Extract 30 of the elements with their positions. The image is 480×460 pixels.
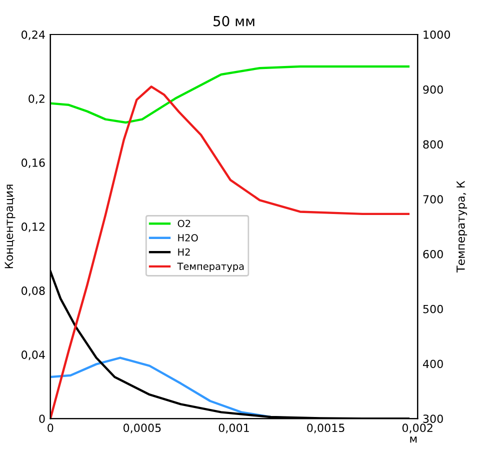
line-series: [50, 86, 410, 419]
y-tick-label: 0,16: [22, 158, 45, 168]
legend-label: H2O: [178, 234, 198, 242]
y-axis-title: Концентрация: [4, 184, 16, 268]
x-tick-label: 0,0005: [123, 424, 161, 434]
x-tick-label: 0,002: [402, 424, 432, 434]
x-tick-label: 0,0015: [307, 424, 344, 434]
legend-label: Температура: [177, 262, 244, 272]
x-axis-title: м: [410, 436, 417, 443]
y-tick-label: 0,04: [22, 350, 45, 360]
y2-tick-label: 800: [423, 140, 443, 149]
y2-tick-label: 900: [423, 85, 443, 94]
y-tick-label: 0,08: [22, 286, 45, 296]
y2-axis-title: Температура, К: [456, 180, 468, 272]
y-tick-label: 0,12: [22, 222, 44, 232]
x-tick-label: 0,001: [218, 424, 249, 434]
y-tick-label: 0,24: [22, 30, 45, 40]
y-tick-label: 0: [39, 414, 45, 423]
y-tick-label: 0,2: [28, 94, 44, 104]
y2-tick-label: 600: [423, 250, 443, 258]
y2-tick-label: 1000: [424, 30, 450, 39]
y2-tick-label: 300: [423, 414, 443, 423]
x-tick-label: 0: [48, 424, 54, 432]
y2-tick-label: 400: [423, 360, 443, 368]
y2-tick-label: 700: [423, 195, 443, 204]
chart-title: 50 мм: [214, 16, 254, 26]
legend-label: H2: [178, 248, 190, 256]
legend-label: O2: [178, 220, 190, 228]
y2-tick-label: 500: [423, 304, 443, 314]
line-series: [50, 65, 410, 124]
